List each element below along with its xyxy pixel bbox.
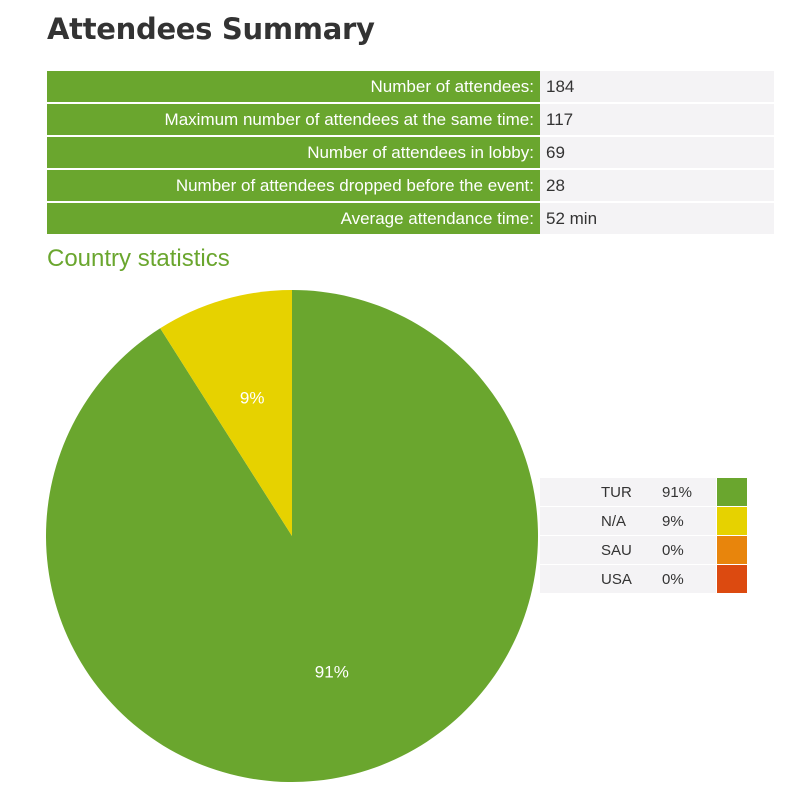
legend-row-background <box>540 536 716 564</box>
summary-label: Number of attendees: <box>47 71 540 102</box>
legend-label: TUR <box>601 484 632 501</box>
legend-item-sau: SAU 0% <box>540 536 747 565</box>
summary-value: 117 <box>540 104 774 135</box>
summary-row-lobby: Number of attendees in lobby: 69 <box>47 137 774 168</box>
summary-row-attendees: Number of attendees: 184 <box>47 71 774 102</box>
legend-swatch <box>717 536 747 564</box>
pie-slice-na <box>160 290 292 536</box>
legend-item-tur: TUR 91% <box>540 478 747 507</box>
summary-label: Number of attendees dropped before the e… <box>47 170 540 201</box>
chart-legend: TUR 91% N/A 9% SAU 0% USA 0% <box>540 478 747 594</box>
legend-item-na: N/A 9% <box>540 507 747 536</box>
legend-label: USA <box>601 571 632 588</box>
legend-swatch <box>717 565 747 593</box>
pie-slice-label: 9% <box>240 388 265 407</box>
summary-row-average-time: Average attendance time: 52 min <box>47 203 774 234</box>
summary-row-dropped: Number of attendees dropped before the e… <box>47 170 774 201</box>
legend-swatch <box>717 478 747 506</box>
legend-value: 0% <box>662 571 684 588</box>
summary-label: Maximum number of attendees at the same … <box>47 104 540 135</box>
summary-label: Number of attendees in lobby: <box>47 137 540 168</box>
legend-value: 9% <box>662 513 684 530</box>
summary-value: 69 <box>540 137 774 168</box>
legend-row-background <box>540 478 716 506</box>
summary-value: 184 <box>540 71 774 102</box>
legend-value: 91% <box>662 484 693 501</box>
summary-label: Average attendance time: <box>47 203 540 234</box>
legend-row-background <box>540 565 716 593</box>
chart-title: Country statistics <box>47 245 230 272</box>
summary-value: 28 <box>540 170 774 201</box>
legend-swatch <box>717 507 747 535</box>
summary-value: 52 min <box>540 203 774 234</box>
legend-item-usa: USA 0% <box>540 565 747 594</box>
legend-label: SAU <box>601 542 632 559</box>
pie-slice-label: 91% <box>315 662 349 681</box>
legend-row-background <box>540 507 716 535</box>
summary-table: Number of attendees: 184 Maximum number … <box>47 71 774 236</box>
summary-row-max-attendees: Maximum number of attendees at the same … <box>47 104 774 135</box>
legend-label: N/A <box>601 513 627 530</box>
page-title: Attendees Summary <box>47 12 375 46</box>
legend-value: 0% <box>662 542 684 559</box>
